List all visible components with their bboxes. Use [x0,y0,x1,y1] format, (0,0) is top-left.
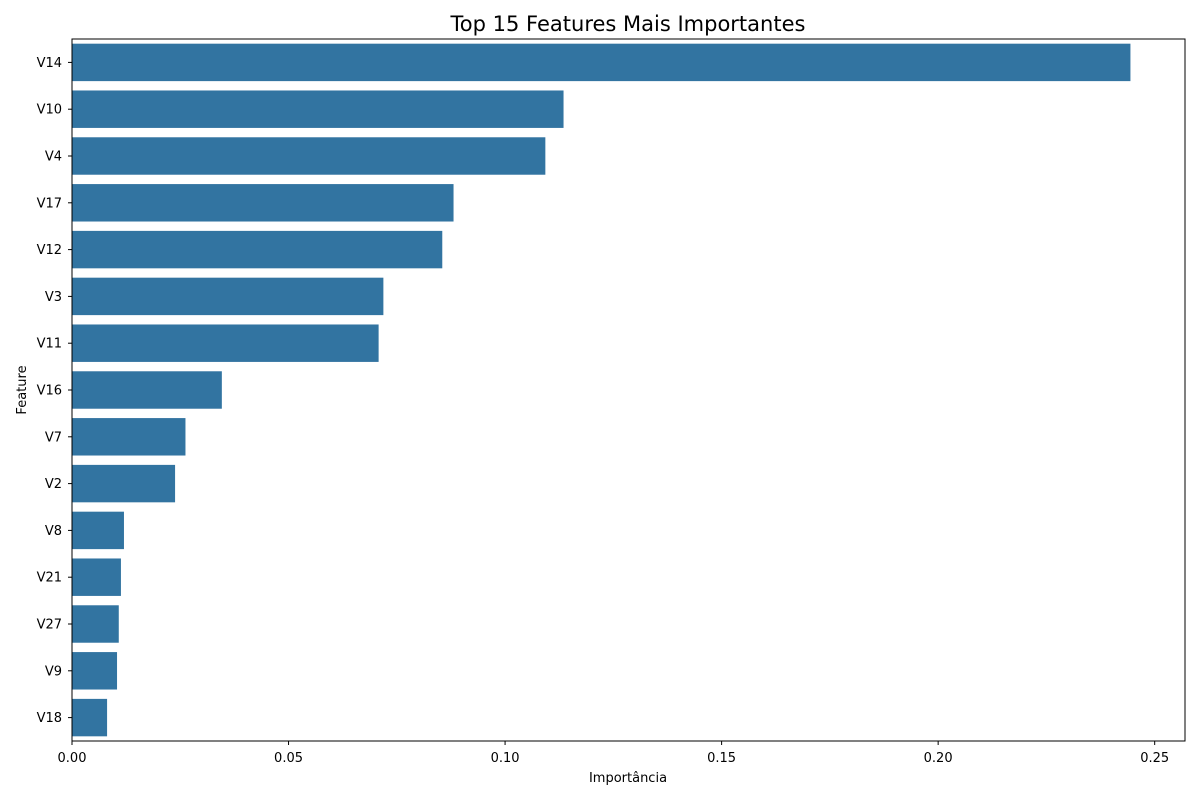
y-tick-label: V18 [37,711,62,726]
y-tick-label: V12 [37,243,62,258]
bar-v14 [72,43,1131,82]
y-tick-label: V4 [45,150,62,165]
x-axis-ticks: 0.00 0.05 0.10 0.15 0.20 0.25 [58,741,1169,766]
x-tick-label: 0.05 [274,751,303,766]
y-tick-label: V21 [37,571,62,586]
bar-v7 [72,418,186,456]
y-tick-label: V10 [37,103,62,118]
y-tick-label: V3 [45,290,62,305]
y-tick-label: V8 [45,524,62,539]
y-tick-label: V2 [45,477,62,492]
x-tick-label: 0.15 [707,751,736,766]
x-tick-label: 0.10 [491,751,520,766]
bar-v11 [72,324,379,362]
y-tick-label: V17 [37,196,62,211]
x-tick-label: 0.25 [1140,751,1169,766]
bar-v17 [72,184,454,222]
y-tick-label: V7 [45,430,62,445]
bar-v8 [72,511,124,550]
y-tick-label: V27 [37,618,62,633]
y-axis-label: Feature [15,365,30,414]
bar-v4 [72,137,546,175]
y-tick-label: V9 [45,664,62,679]
y-tick-label: V11 [37,337,62,352]
bars-group [72,43,1131,737]
bar-v16 [72,371,222,409]
y-tick-label: V16 [37,384,62,399]
x-tick-label: 0.00 [58,751,87,766]
bar-v2 [72,464,176,503]
y-axis-ticks: V14 V10 V4 V17 V12 V3 V11 V16 V7 V2 V8 V21 V27 V9 V18 [37,56,72,726]
bar-v12 [72,230,443,269]
x-axis-label: Importância [589,771,667,786]
bar-v10 [72,90,564,128]
bar-v9 [72,652,118,690]
x-tick-label: 0.20 [924,751,953,766]
chart-title: Top 15 Features Mais Importantes [450,12,806,36]
plot-frame [71,38,1186,742]
y-tick-label: V14 [37,56,62,71]
bar-v3 [72,277,384,316]
bar-v27 [72,605,119,643]
bar-v21 [72,558,121,596]
bar-v18 [72,698,108,737]
